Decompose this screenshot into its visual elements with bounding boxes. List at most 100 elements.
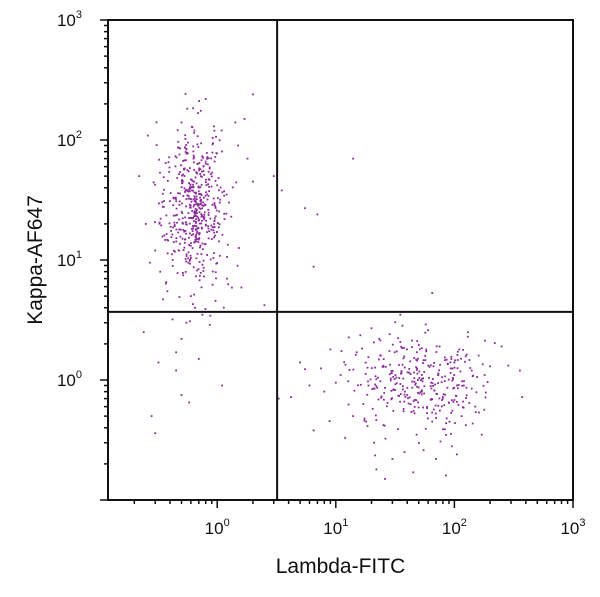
- data-point: [218, 254, 221, 257]
- data-point: [195, 195, 198, 198]
- data-point: [366, 393, 369, 396]
- data-point: [185, 144, 188, 146]
- data-point: [201, 204, 203, 207]
- data-point: [389, 379, 392, 382]
- data-point: [192, 303, 194, 305]
- data-point: [205, 178, 207, 181]
- data-point: [194, 306, 196, 309]
- data-point: [379, 354, 382, 357]
- data-point: [431, 411, 434, 414]
- data-point: [193, 161, 195, 164]
- data-point: [204, 308, 207, 310]
- data-point: [361, 347, 363, 350]
- data-point: [185, 260, 188, 263]
- data-point: [184, 238, 186, 241]
- data-point: [415, 358, 418, 361]
- data-point: [447, 362, 449, 365]
- data-point: [443, 404, 446, 407]
- data-point: [185, 198, 188, 200]
- data-point: [210, 175, 213, 178]
- data-point: [441, 399, 443, 401]
- data-point: [184, 189, 187, 191]
- data-point: [461, 384, 464, 387]
- data-point: [213, 231, 216, 234]
- data-point: [468, 402, 471, 404]
- data-point: [422, 359, 425, 362]
- data-point: [493, 342, 496, 344]
- data-point: [277, 397, 280, 400]
- data-point: [194, 203, 197, 206]
- data-point: [434, 412, 437, 415]
- data-point: [304, 368, 306, 371]
- data-point: [457, 384, 460, 386]
- data-point: [194, 197, 196, 200]
- data-point: [236, 264, 239, 267]
- data-point: [237, 144, 239, 147]
- data-point: [483, 374, 486, 376]
- data-point: [205, 224, 207, 227]
- data-point: [197, 227, 200, 229]
- data-point: [168, 166, 171, 169]
- data-point: [471, 375, 474, 378]
- data-point: [178, 296, 181, 298]
- data-point: [453, 374, 456, 376]
- data-point: [192, 266, 195, 269]
- data-point: [223, 194, 225, 197]
- data-point: [416, 385, 418, 388]
- data-point: [202, 165, 205, 167]
- data-point: [179, 192, 181, 195]
- data-point: [312, 265, 315, 268]
- data-point: [507, 364, 510, 367]
- data-point: [437, 372, 440, 375]
- data-point: [434, 404, 437, 407]
- data-point: [374, 366, 377, 369]
- data-point: [186, 194, 189, 197]
- data-point: [419, 391, 422, 393]
- data-point: [181, 237, 184, 240]
- data-point: [374, 375, 377, 378]
- data-point: [209, 217, 212, 220]
- data-point: [157, 361, 160, 364]
- data-point: [182, 173, 184, 176]
- data-point: [142, 331, 145, 334]
- data-point: [202, 259, 205, 262]
- data-point: [409, 360, 412, 363]
- data-point: [192, 186, 195, 189]
- data-point: [188, 182, 190, 184]
- data-point: [162, 206, 165, 208]
- data-point: [207, 195, 210, 197]
- data-point: [189, 254, 192, 257]
- data-point: [184, 191, 186, 193]
- data-point: [412, 400, 415, 403]
- data-point: [189, 206, 192, 209]
- data-point: [370, 327, 373, 330]
- data-point: [450, 412, 453, 414]
- data-point: [195, 238, 198, 240]
- data-point: [200, 215, 203, 218]
- data-point: [206, 163, 209, 166]
- data-point: [192, 225, 195, 228]
- data-point: [188, 244, 190, 246]
- data-point: [201, 242, 204, 245]
- data-point: [203, 211, 206, 214]
- data-point: [213, 202, 216, 204]
- data-point: [213, 125, 215, 128]
- data-point: [424, 359, 427, 362]
- data-point: [208, 167, 211, 170]
- data-point: [192, 205, 195, 208]
- data-point: [418, 377, 421, 379]
- data-point: [192, 233, 195, 236]
- data-point: [190, 178, 193, 181]
- data-point: [444, 356, 446, 359]
- data-point: [190, 295, 192, 297]
- data-point: [365, 420, 367, 423]
- data-point: [203, 213, 206, 216]
- data-point: [205, 219, 207, 222]
- data-point: [185, 255, 188, 257]
- data-point: [187, 195, 190, 197]
- data-point: [417, 401, 419, 404]
- data-point: [199, 244, 202, 247]
- data-point: [198, 206, 201, 209]
- data-point: [344, 363, 347, 366]
- data-point: [174, 214, 177, 217]
